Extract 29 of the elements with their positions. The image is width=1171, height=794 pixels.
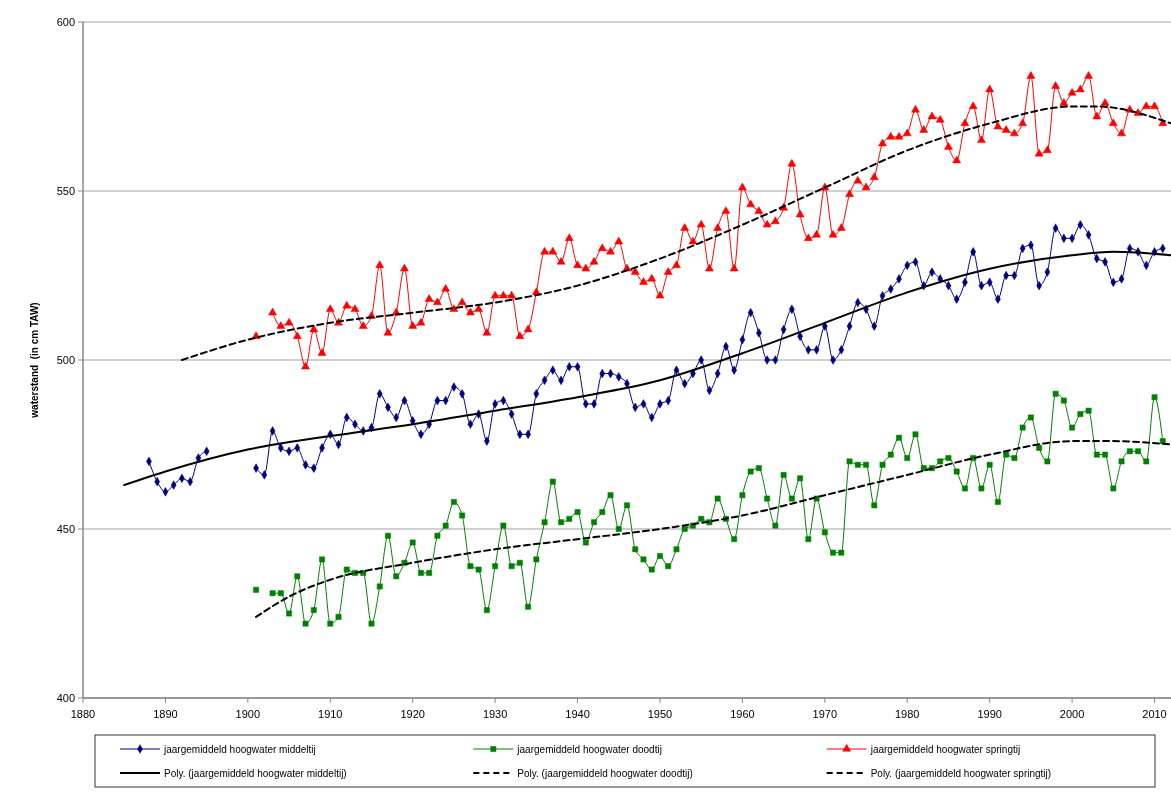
- x-tick-label: 1880: [70, 708, 96, 720]
- legend-label: jaargemiddeld hoogwater springtij: [869, 744, 1021, 755]
- x-tick-label: 2000: [1059, 708, 1085, 720]
- x-tick-label: 2010: [1142, 708, 1167, 720]
- legend-label: Poly. (jaargemiddeld hoogwater springtij): [870, 768, 1052, 779]
- x-tick-label: 1930: [482, 708, 508, 720]
- legend-label: Poly. (jaargemiddeld hoogwater doodtij): [517, 768, 693, 779]
- y-tick-label: 500: [56, 354, 75, 366]
- x-tick-label: 1920: [400, 708, 425, 720]
- y-tick-label: 400: [56, 692, 75, 704]
- x-tick-label: 1910: [318, 708, 343, 720]
- y-tick-label: 600: [56, 16, 75, 28]
- y-tick-label: 550: [56, 185, 75, 197]
- y-tick-label: 450: [56, 523, 75, 535]
- x-tick-label: 1900: [235, 708, 261, 720]
- line-series: [123, 250, 1171, 487]
- line-series: [255, 440, 1171, 618]
- legend-label: jaargemiddeld hoogwater middeltij: [163, 744, 316, 755]
- legend-label: Poly. (jaargemiddeld hoogwater middeltij): [164, 768, 347, 779]
- x-tick-label: 1950: [647, 708, 673, 720]
- legend-label: jaargemiddeld hoogwater doodtij: [516, 744, 662, 755]
- x-tick-label: 1970: [812, 708, 838, 720]
- line-series: [180, 105, 1171, 361]
- x-tick-label: 1960: [730, 708, 755, 720]
- x-tick-label: 1980: [895, 708, 920, 720]
- x-tick-label: 1990: [977, 708, 1002, 720]
- x-tick-label: 1940: [565, 708, 590, 720]
- x-tick-label: 1890: [153, 708, 178, 720]
- y-axis-title: waterstand (in cm TAW): [29, 302, 40, 419]
